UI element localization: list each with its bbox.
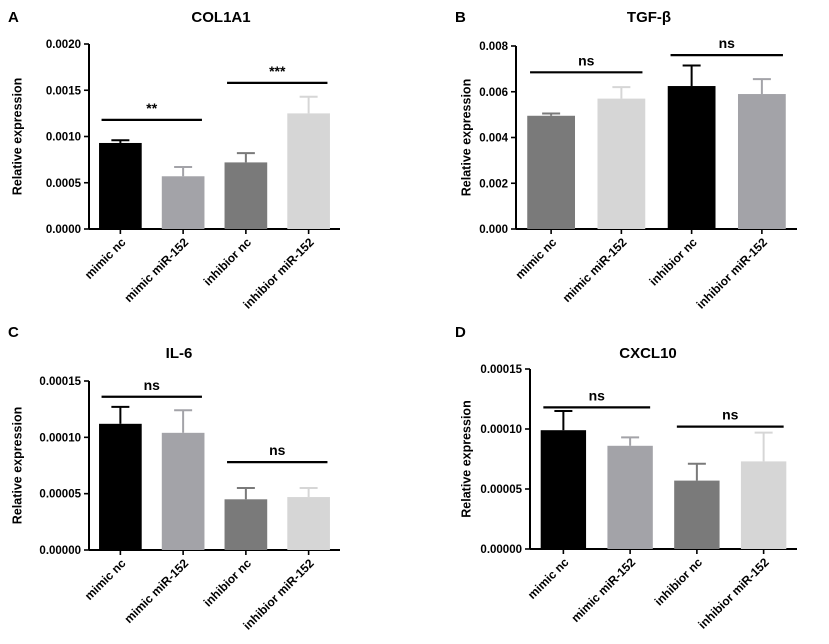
y-tick-label: 0.004	[479, 133, 508, 145]
bar	[224, 499, 268, 550]
panel-a: A COL1A1 Relative expression 0.0000 0.0005 0.…	[8, 9, 340, 312]
bar	[161, 176, 205, 229]
x-tick-label: mimic miR-152	[560, 235, 630, 305]
bar	[597, 98, 646, 229]
y-tick-label: 0.0015	[46, 85, 82, 97]
bar	[540, 430, 587, 549]
bar	[224, 162, 268, 229]
y-tick-label: 0.00000	[480, 544, 522, 556]
bar	[287, 497, 330, 550]
bar	[287, 113, 330, 229]
panel-letter: C	[8, 324, 19, 341]
bar	[99, 142, 142, 229]
y-tick-label: 0.00000	[39, 545, 81, 557]
x-tick-label: mimic nc	[513, 235, 560, 282]
significance-label: ns	[589, 387, 606, 403]
panel-b: B TGF-β Relative expression 0.000 0.002 0.004…	[455, 9, 797, 312]
y-tick-label: 0.00005	[480, 484, 522, 496]
panel-c: C IL-6 Relative expression 0.00000 0.00005 0.…	[8, 324, 340, 633]
significance-label: ns	[578, 52, 595, 68]
y-tick-label: 0.006	[479, 87, 508, 99]
significance-label: ns	[719, 35, 736, 51]
y-tick-label: 0.0010	[46, 132, 81, 144]
bar	[161, 432, 205, 550]
panel-letter: B	[455, 9, 466, 26]
bar	[527, 115, 576, 229]
significance-label: ns	[269, 442, 286, 458]
x-tick-label: mimic miR-152	[121, 556, 191, 626]
x-tick-label: inhibior miR-152	[695, 555, 772, 632]
x-tick-label: mimic nc	[82, 556, 129, 603]
bar	[607, 445, 653, 549]
panel-letter: D	[455, 324, 466, 341]
x-tick-label: inhibior nc	[652, 555, 705, 608]
x-tick-label: mimic miR-152	[121, 235, 191, 305]
bar	[737, 94, 786, 229]
x-tick-label: inhibior nc	[201, 235, 254, 288]
x-tick-label: mimic miR-152	[568, 555, 638, 625]
significance-label: ns	[722, 407, 739, 423]
x-tick-label: inhibior nc	[201, 556, 254, 609]
chart-title: TGF-β	[627, 9, 671, 26]
x-tick-label: inhibior miR-152	[694, 235, 771, 312]
bar	[667, 86, 716, 229]
y-tick-label: 0.0005	[46, 178, 82, 190]
panel-d: D CXCL10 Relative expression 0.00000 0.00005…	[455, 324, 797, 632]
y-tick-label: 0.00010	[480, 424, 522, 436]
y-tick-label: 0.0020	[46, 39, 81, 51]
chart-title: IL-6	[166, 345, 193, 362]
y-tick-label: 0.00010	[39, 432, 81, 444]
y-tick-label: 0.008	[479, 41, 508, 53]
y-tick-label: 0.00005	[39, 489, 81, 501]
x-tick-label: mimic nc	[82, 235, 129, 282]
bar	[99, 423, 142, 550]
x-tick-label: mimic nc	[525, 555, 572, 602]
y-tick-label: 0.002	[479, 178, 508, 190]
y-axis-label: Relative expression	[10, 407, 24, 524]
y-axis-label: Relative expression	[10, 78, 24, 195]
significance-label: ns	[144, 377, 161, 393]
y-tick-label: 0.000	[479, 224, 508, 236]
significance-label: ***	[269, 63, 286, 79]
y-axis-label: Relative expression	[459, 400, 473, 517]
bar	[674, 480, 720, 549]
x-tick-label: inhibior nc	[646, 235, 699, 288]
y-axis-label: Relative expression	[459, 79, 473, 196]
bar	[740, 461, 787, 549]
chart-title: COL1A1	[191, 9, 250, 26]
chart-title: CXCL10	[619, 345, 677, 362]
y-tick-label: 0.0000	[46, 224, 81, 236]
y-tick-label: 0.00015	[39, 376, 81, 388]
y-tick-label: 0.00015	[480, 364, 522, 376]
significance-label: **	[146, 100, 157, 116]
panel-letter: A	[8, 9, 19, 26]
